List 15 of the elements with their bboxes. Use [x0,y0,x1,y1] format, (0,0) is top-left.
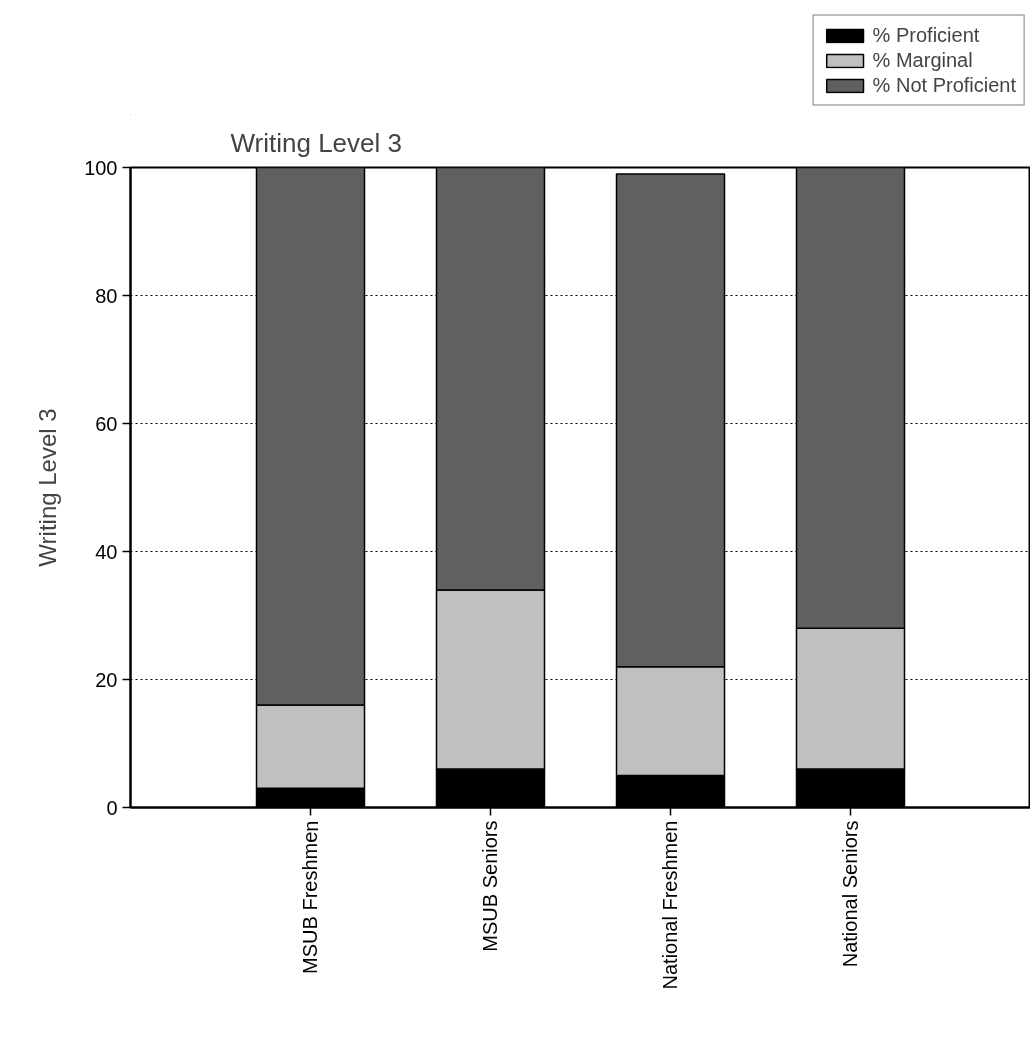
y-tick-label: 20 [95,668,118,691]
y-tick-label: 80 [95,284,118,307]
x-tick-label: MSUB Freshmen [299,820,322,974]
y-tick-label: 0 [106,796,118,819]
legend-label: % Proficient [872,23,980,47]
chart-title: Writing Level 3 [230,127,402,158]
legend-label: % Not Proficient [872,73,1016,97]
y-axis-title: Writing Level 3 [34,408,62,567]
y-tick-label: 60 [95,412,118,435]
legend-label: % Marginal [872,48,973,72]
y-tick-label: 40 [95,540,118,563]
x-tick-label: MSUB Seniors [479,820,502,952]
x-tick-label: National Seniors [839,820,862,968]
y-tick-label: 100 [84,156,118,179]
x-tick-label: National Freshmen [659,820,682,990]
